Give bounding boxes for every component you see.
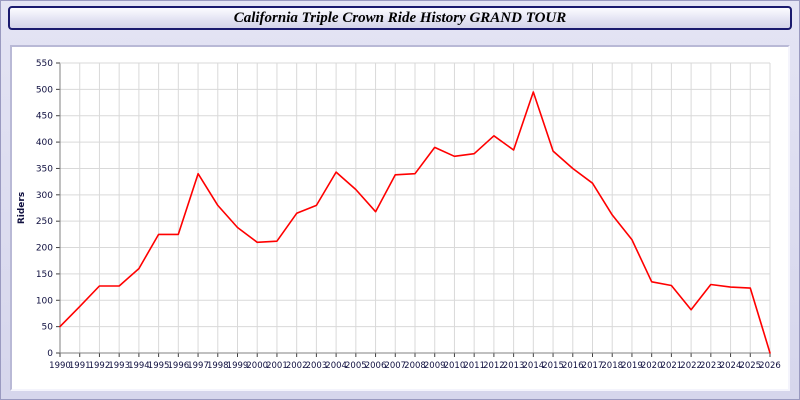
svg-text:50: 50 <box>42 323 54 333</box>
svg-text:2010: 2010 <box>444 361 466 371</box>
svg-text:2002: 2002 <box>286 361 308 371</box>
svg-text:1998: 1998 <box>207 361 229 371</box>
svg-text:2016: 2016 <box>562 361 584 371</box>
svg-text:2025: 2025 <box>739 361 761 371</box>
svg-text:2021: 2021 <box>661 361 683 371</box>
svg-text:1999: 1999 <box>227 361 249 371</box>
svg-text:2003: 2003 <box>306 361 328 371</box>
svg-text:2014: 2014 <box>523 361 545 371</box>
svg-text:2026: 2026 <box>759 361 781 371</box>
svg-text:2017: 2017 <box>582 361 604 371</box>
svg-text:1991: 1991 <box>69 361 91 371</box>
svg-text:1997: 1997 <box>187 361 209 371</box>
svg-text:250: 250 <box>36 217 53 227</box>
svg-text:1994: 1994 <box>128 361 150 371</box>
svg-text:2019: 2019 <box>621 361 643 371</box>
svg-text:2008: 2008 <box>404 361 426 371</box>
svg-text:450: 450 <box>36 112 53 122</box>
svg-text:2013: 2013 <box>503 361 525 371</box>
svg-text:2007: 2007 <box>384 361 406 371</box>
svg-text:2020: 2020 <box>641 361 663 371</box>
svg-text:500: 500 <box>36 85 53 95</box>
svg-text:2024: 2024 <box>720 361 742 371</box>
svg-text:150: 150 <box>36 270 53 280</box>
line-chart: 0501001502002503003504004505005501990199… <box>17 59 781 371</box>
svg-text:1992: 1992 <box>89 361 111 371</box>
svg-text:2004: 2004 <box>325 361 347 371</box>
svg-text:Riders: Riders <box>17 192 27 224</box>
svg-text:350: 350 <box>36 164 53 174</box>
page-title: California Triple Crown Ride History GRA… <box>233 9 567 26</box>
svg-text:300: 300 <box>36 191 53 201</box>
svg-text:1996: 1996 <box>168 361 190 371</box>
svg-text:200: 200 <box>36 244 53 254</box>
svg-text:1995: 1995 <box>148 361 170 371</box>
svg-text:2005: 2005 <box>345 361 367 371</box>
chart-title-bar: California Triple Crown Ride History GRA… <box>8 6 792 30</box>
svg-text:2018: 2018 <box>601 361 623 371</box>
svg-text:1990: 1990 <box>49 361 71 371</box>
svg-text:2006: 2006 <box>365 361 387 371</box>
svg-text:2000: 2000 <box>246 361 268 371</box>
svg-text:2015: 2015 <box>542 361 564 371</box>
chart-panel: 0 50 100 150 200 250 300 350 400 450 500 550 1990 199… <box>10 45 790 391</box>
svg-text:550: 550 <box>36 59 53 69</box>
svg-text:1993: 1993 <box>108 361 130 371</box>
svg-text:100: 100 <box>36 296 53 306</box>
svg-text:2011: 2011 <box>463 361 485 371</box>
svg-text:400: 400 <box>36 138 53 148</box>
svg-text:2022: 2022 <box>680 361 702 371</box>
svg-text:0: 0 <box>47 349 53 359</box>
svg-text:2001: 2001 <box>266 361 288 371</box>
svg-text:2009: 2009 <box>424 361 446 371</box>
svg-text:2023: 2023 <box>700 361 722 371</box>
svg-text:2012: 2012 <box>483 361 505 371</box>
